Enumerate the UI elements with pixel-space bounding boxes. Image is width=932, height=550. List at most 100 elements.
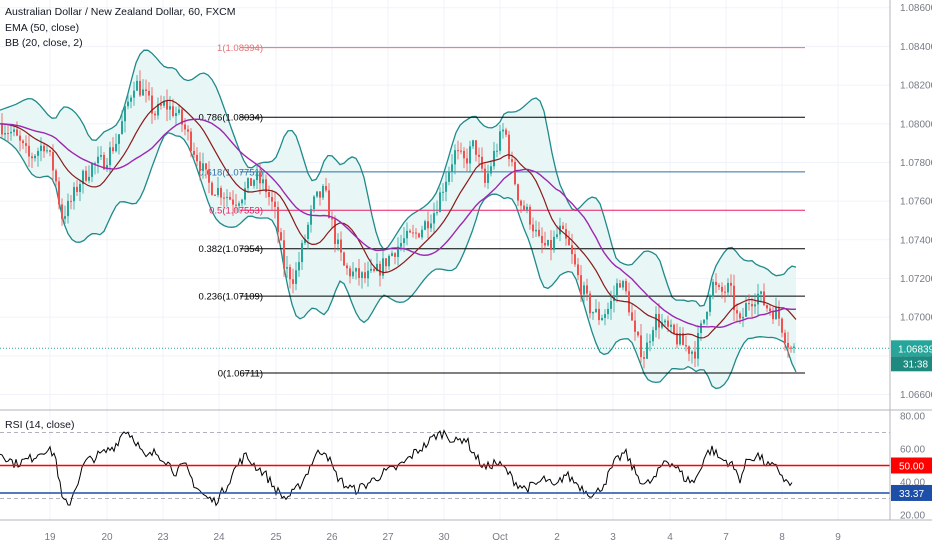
rsi-level-tag: 33.37: [899, 489, 924, 500]
candle-body: [394, 253, 396, 257]
candle-body: [136, 80, 138, 91]
candle-body: [583, 285, 585, 295]
x-tick-label: 24: [213, 532, 225, 543]
candle-body: [478, 154, 480, 157]
candle-body: [112, 147, 114, 152]
rsi-level-tag-bg: [891, 457, 932, 474]
candle-body: [25, 143, 27, 146]
candle-body: [52, 151, 54, 171]
candle-body: [709, 296, 711, 312]
candle-body: [670, 324, 672, 327]
candle-body: [700, 323, 702, 334]
x-tick-label: 2: [554, 532, 560, 543]
candle-body: [493, 150, 495, 167]
candle-body: [94, 163, 96, 165]
candle-body: [529, 206, 531, 225]
candle-body: [718, 285, 720, 287]
candle-body: [634, 320, 636, 332]
candle-body: [520, 200, 522, 206]
candle-body: [58, 181, 60, 205]
candle-body: [157, 103, 159, 116]
candle-body: [283, 240, 285, 269]
candle-body: [100, 154, 102, 157]
candle-body: [82, 170, 84, 185]
candle-body: [244, 188, 246, 200]
candle-body: [607, 308, 609, 315]
candle-body: [130, 97, 132, 102]
fib-level-label: 0(1.06711): [218, 369, 263, 380]
candle-body: [313, 196, 315, 210]
candles-group: [1, 70, 795, 369]
candle-body: [379, 263, 381, 276]
candle-body: [547, 239, 549, 246]
candle-body: [595, 308, 597, 313]
candle-body: [70, 200, 72, 202]
candle-body: [319, 191, 321, 198]
candle-body: [322, 185, 324, 198]
bollinger-lower: [0, 132, 797, 390]
rsi-y-tick-label: 20.00: [900, 511, 925, 522]
legend-rsi[interactable]: RSI (14, close): [5, 419, 75, 431]
candle-body: [115, 143, 117, 152]
candle-body: [331, 218, 333, 220]
legend-ema[interactable]: EMA (50, close): [5, 22, 80, 34]
candle-body: [745, 303, 747, 317]
candle-body: [772, 311, 774, 320]
x-tick-label: Oct: [492, 532, 508, 543]
y-tick-label: 1.06600: [900, 390, 932, 401]
candle-body: [202, 163, 204, 172]
y-tick-label: 1.08600: [900, 3, 932, 14]
fib-level-label: 0.786(1.08034): [199, 113, 263, 124]
candle-body: [610, 301, 612, 309]
candle-body: [295, 270, 297, 284]
candle-body: [571, 245, 573, 255]
candle-body: [685, 345, 687, 347]
candle-body: [616, 283, 618, 296]
candle-body: [565, 229, 567, 239]
candle-body: [253, 180, 255, 186]
candle-body: [598, 308, 600, 321]
candle-body: [712, 281, 714, 297]
candle-body: [127, 101, 129, 107]
last-price-tag-bg: [891, 340, 932, 357]
x-tick-label: 30: [438, 532, 450, 543]
candle-body: [10, 131, 12, 134]
candle-body: [226, 196, 228, 198]
candle-body: [430, 223, 432, 229]
bollinger-basis: [0, 99, 797, 339]
candle-body: [1, 123, 3, 135]
candle-body: [118, 134, 120, 144]
candle-body: [508, 134, 510, 160]
candle-body: [151, 95, 153, 114]
candle-body: [664, 320, 666, 323]
candle-body: [280, 232, 282, 241]
candle-body: [739, 313, 741, 319]
candle-body: [217, 187, 219, 196]
candle-body: [241, 199, 243, 204]
candle-body: [367, 270, 369, 279]
candle-body: [721, 286, 723, 292]
candle-body: [703, 319, 705, 324]
candle-body: [553, 236, 555, 250]
candle-body: [55, 170, 57, 182]
candle-body: [652, 330, 654, 342]
candle-body: [166, 100, 168, 110]
candle-body: [736, 310, 738, 314]
candle-body: [154, 113, 156, 116]
candle-body: [352, 271, 354, 277]
candle-body: [310, 209, 312, 225]
candle-body: [85, 170, 87, 181]
legend-symbol[interactable]: Australian Dollar / New Zealand Dollar, …: [5, 6, 236, 18]
candle-body: [67, 200, 69, 217]
candle-body: [790, 347, 792, 349]
candle-body: [106, 165, 108, 170]
candle-body: [37, 151, 39, 156]
legend-bb[interactable]: BB (20, close, 2): [5, 37, 83, 49]
y-tick-label: 1.08000: [900, 119, 932, 130]
y-tick-label: 1.08400: [900, 42, 932, 53]
candle-body: [364, 272, 366, 279]
y-tick-label: 1.07200: [900, 274, 932, 285]
fib-level-label: 0.236(1.07109): [199, 292, 263, 303]
candle-body: [637, 331, 639, 336]
